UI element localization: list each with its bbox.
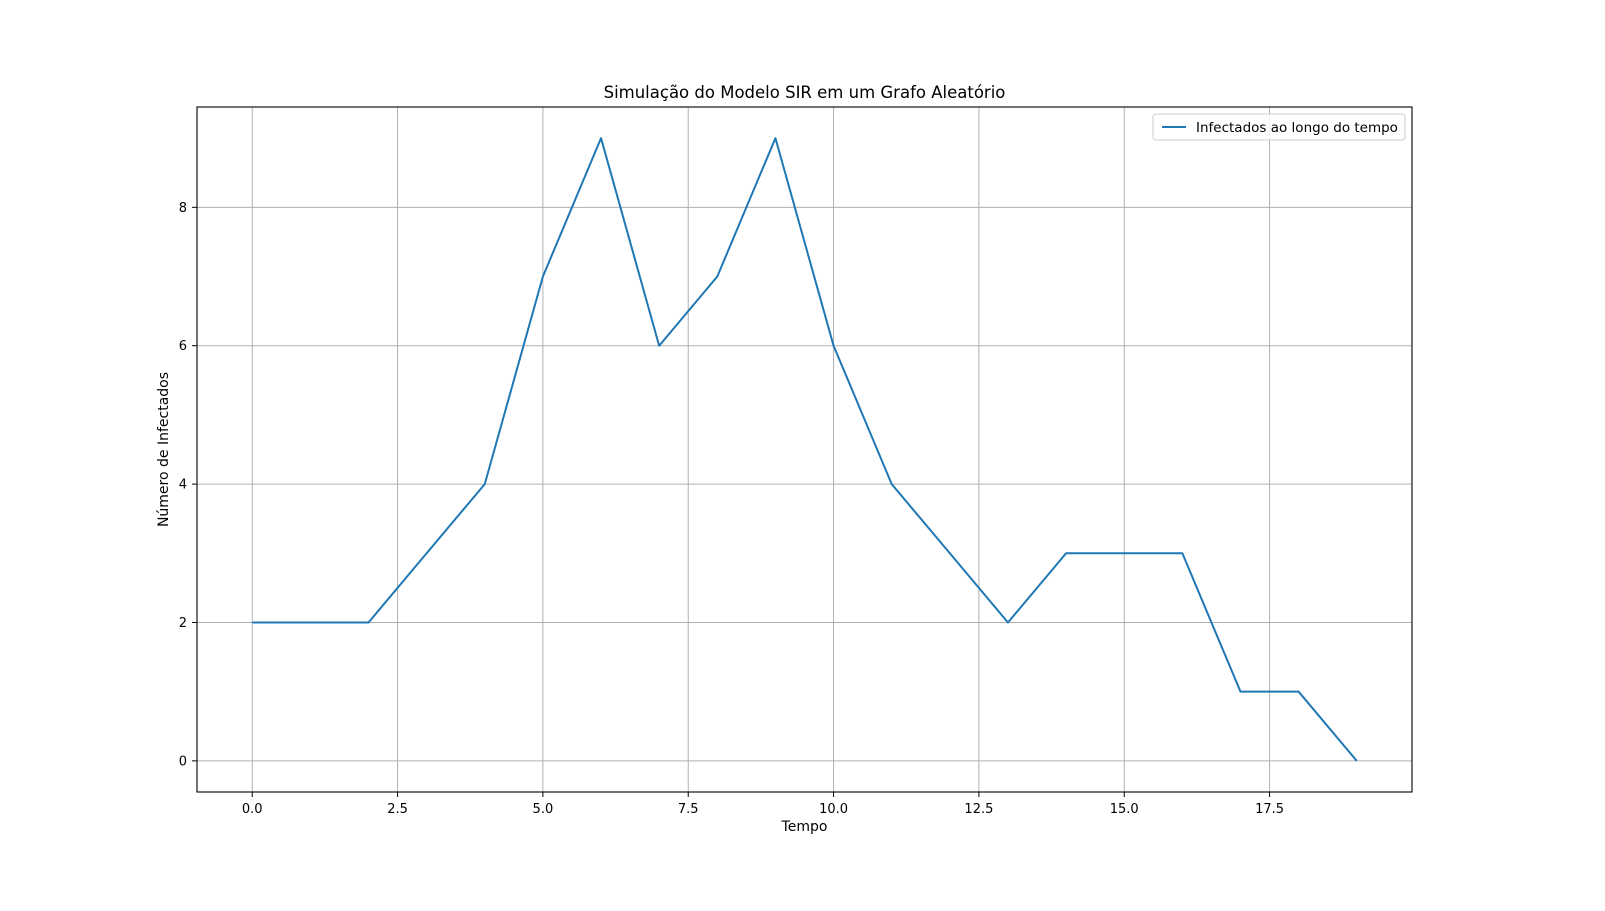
plot-area-frame — [196, 106, 1413, 793]
x-tick-label: 0.0 — [242, 802, 263, 817]
x-tick-label: 5.0 — [533, 802, 554, 817]
x-tick-label: 17.5 — [1255, 802, 1284, 817]
y-tick-label: 6 — [179, 339, 187, 354]
series-layer — [252, 137, 1358, 762]
axis-ticks: 0.0 2.5 5.0 7.5 10.0 12.5 15.0 17.5 0 2 4 6 8 — [179, 201, 1284, 817]
grid-lines — [197, 107, 1412, 792]
series-line-infectados — [252, 137, 1358, 762]
y-axis-label: Número de Infectados — [156, 372, 172, 527]
y-tick-label: 4 — [179, 478, 187, 493]
x-tick-label: 10.0 — [819, 802, 848, 817]
legend-box — [1152, 113, 1406, 141]
x-tick-label: 15.0 — [1110, 802, 1139, 817]
y-tick-label: 2 — [179, 616, 187, 631]
y-tick-label: 8 — [179, 201, 187, 216]
x-tick-label: 2.5 — [387, 802, 408, 817]
chart-title: Simulação do Modelo SIR em um Grafo Alea… — [604, 83, 1006, 102]
legend-label: Infectados ao longo do tempo — [1196, 120, 1398, 136]
x-tick-label: 12.5 — [964, 802, 993, 817]
legend: Infectados ao longo do tempo — [1152, 113, 1406, 141]
y-tick-label: 0 — [179, 754, 187, 769]
x-axis-label: Tempo — [781, 819, 828, 835]
x-tick-label: 7.5 — [678, 802, 699, 817]
